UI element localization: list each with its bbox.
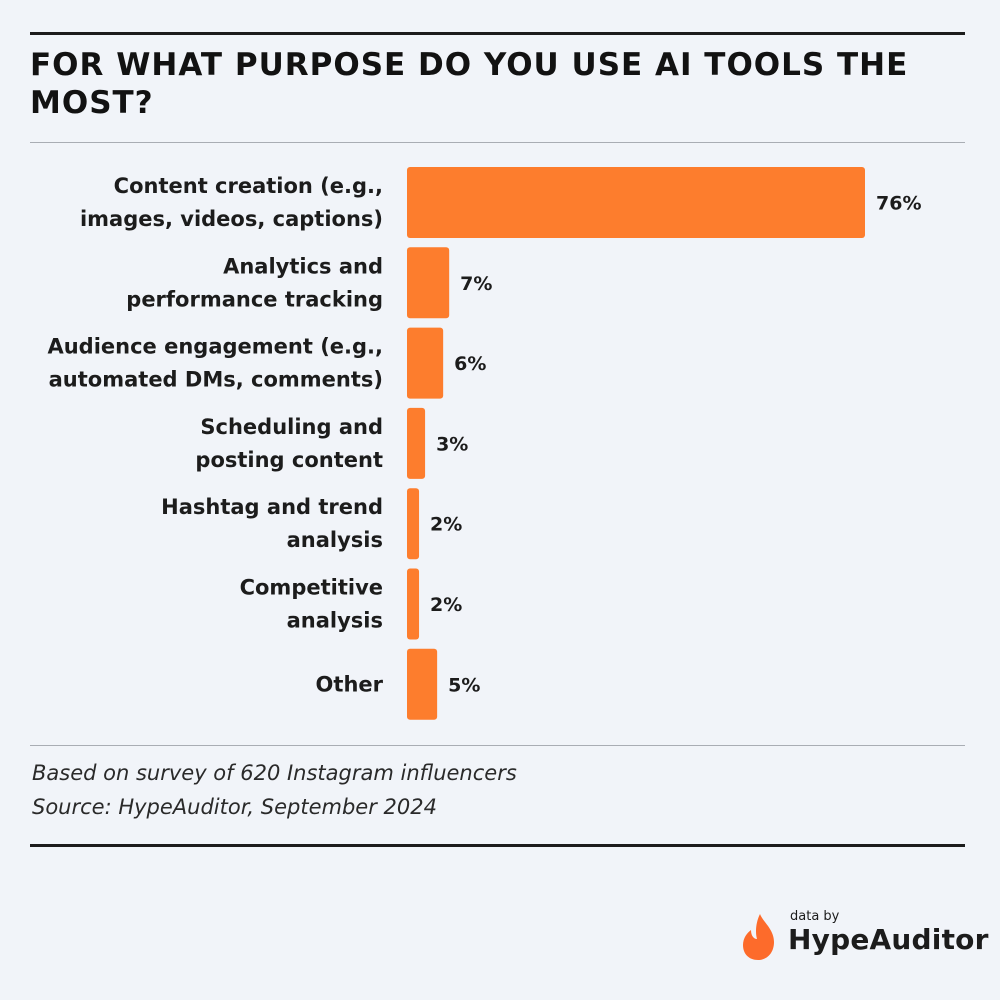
value-label-6: 5% xyxy=(448,674,480,696)
bar-1 xyxy=(407,247,450,319)
bar-2 xyxy=(407,327,444,399)
category-label-3-line-1: posting content xyxy=(195,448,383,472)
footnote-divider xyxy=(30,745,965,746)
category-label-2-line-1: automated DMs, comments) xyxy=(49,368,383,392)
category-label-1-line-1: performance tracking xyxy=(126,287,383,311)
bar-4 xyxy=(407,488,420,560)
value-label-3: 3% xyxy=(436,433,468,455)
bar-0 xyxy=(407,167,865,238)
value-label-4: 2% xyxy=(430,514,462,536)
brand-name: HypeAuditor xyxy=(788,923,989,956)
category-label-5-line-1: analysis xyxy=(287,609,383,633)
bottom-rule xyxy=(30,844,965,847)
top-rule xyxy=(30,32,965,35)
category-label-2-line-0: Audience engagement (e.g., xyxy=(47,335,383,359)
source-note: Source: HypeAuditor, September 2024 xyxy=(32,795,437,819)
category-label-1-line-0: Analytics and xyxy=(223,254,383,278)
bar-6 xyxy=(407,648,438,720)
chart-title: FOR WHAT PURPOSE DO YOU USE AI TOOLS THE… xyxy=(30,47,909,121)
hypeauditor-logo: data by HypeAuditor xyxy=(740,905,990,965)
category-label-4-line-0: Hashtag and trend xyxy=(161,495,383,519)
bar-3 xyxy=(407,407,426,479)
bar-5 xyxy=(407,568,420,640)
value-label-2: 6% xyxy=(454,353,486,375)
category-label-0-line-1: images, videos, captions) xyxy=(80,207,383,231)
value-label-5: 2% xyxy=(430,594,462,616)
flame-icon xyxy=(743,914,774,960)
survey-note: Based on survey of 620 Instagram influen… xyxy=(32,761,517,785)
value-label-0: 76% xyxy=(876,193,921,215)
title-divider xyxy=(30,142,965,143)
brand-prefix: data by xyxy=(790,909,840,924)
category-label-5-line-0: Competitive xyxy=(240,576,383,600)
category-label-3-line-0: Scheduling and xyxy=(200,415,383,439)
category-label-4-line-1: analysis xyxy=(287,528,383,552)
category-label-0-line-0: Content creation (e.g., xyxy=(114,174,383,198)
value-label-1: 7% xyxy=(460,273,492,295)
category-label-6-line-0: Other xyxy=(316,672,384,696)
